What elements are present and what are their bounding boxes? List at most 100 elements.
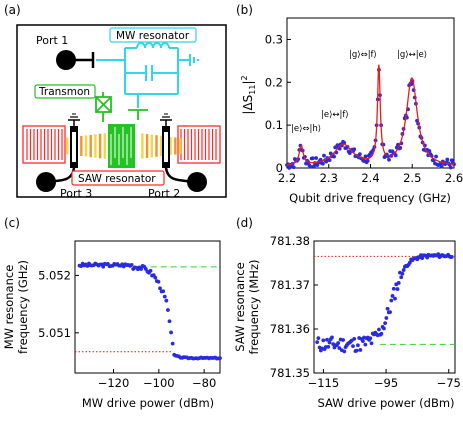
data-point (452, 162, 456, 167)
saw-resonator-label: SAW resonator (78, 173, 156, 185)
data-point (396, 281, 401, 285)
data-point (354, 348, 359, 353)
y-tick-label: 5.052 (38, 268, 71, 282)
data-point (368, 336, 373, 341)
data-point (156, 279, 161, 284)
data-point (390, 294, 395, 298)
data-point (311, 164, 316, 169)
acoustic-wave-bar (66, 137, 69, 155)
data-point (399, 275, 404, 280)
data-point (360, 339, 365, 343)
y-tick-label: 0.1 (265, 118, 283, 132)
transmon-circuit (95, 92, 148, 122)
plot-d-frame (313, 240, 456, 374)
x-tick-label: 2.6 (445, 171, 463, 185)
data-point (153, 275, 158, 280)
data-point (326, 344, 331, 349)
plot-b-frame (286, 17, 455, 169)
data-point (351, 344, 355, 348)
data-point (162, 294, 167, 299)
data-point (363, 154, 368, 159)
data-point (169, 330, 173, 335)
data-point (322, 153, 326, 158)
port2-pad (187, 172, 207, 192)
plot-c-frame (74, 240, 221, 374)
data-point (101, 264, 106, 269)
plot-d-ylabel-2: frequency (MHz) (247, 260, 261, 355)
data-point (341, 338, 345, 342)
saw-mirror-left (22, 125, 66, 164)
data-point (389, 298, 394, 303)
data-point (357, 152, 362, 157)
data-point (383, 321, 388, 326)
data-point (449, 255, 454, 259)
port3-pad (36, 172, 56, 192)
data-point (330, 335, 334, 340)
acoustic-wave-bar (178, 138, 182, 154)
data-point (391, 286, 396, 291)
x-tick-label: −115 (308, 376, 340, 390)
data-point (393, 153, 398, 158)
y-tick-label: 781.37 (270, 278, 310, 292)
data-point (407, 260, 412, 265)
data-point (400, 271, 405, 276)
acoustic-wave-bar (150, 134, 153, 158)
port1-label: Port 1 (36, 34, 68, 47)
data-point (170, 341, 175, 346)
data-point (358, 348, 363, 352)
acoustic-wave-bar (169, 136, 172, 156)
data-point (218, 356, 222, 361)
data-point (291, 165, 296, 170)
annotation-g-e: |g⟩↔|e⟩ (397, 50, 427, 60)
annotation-e-h: |e⟩⇔|h⟩ (291, 124, 321, 134)
data-point (337, 346, 342, 351)
y-tick-label: 0 (276, 161, 283, 175)
port3-label: Port 3 (60, 187, 92, 200)
data-point (336, 341, 341, 345)
data-point (379, 331, 384, 336)
y-tick-label: 781.36 (270, 322, 310, 336)
data-point (377, 327, 381, 332)
y-tick-label: 0.2 (265, 75, 283, 89)
data-point (342, 349, 347, 354)
data-point (434, 154, 438, 159)
x-tick-label: −100 (143, 376, 175, 390)
x-tick-label: 2.2 (278, 171, 296, 185)
acoustic-wave-bar (84, 135, 88, 157)
panel-a: (a) Port 1 MW resonator (4, 3, 227, 200)
data-point (308, 164, 313, 169)
annotation-e-f: |e⟩↔|f⟩ (321, 110, 349, 120)
data-point (327, 340, 332, 345)
x-tick-label: 2.5 (403, 171, 421, 185)
data-point (166, 308, 170, 312)
data-point (393, 296, 397, 301)
y-tick-label: 781.35 (270, 366, 310, 380)
panel-d-label: (d) (236, 216, 253, 230)
plot-d-xlabel: SAW drive power (dBm) (317, 396, 454, 410)
data-point (321, 338, 326, 343)
data-point (327, 158, 332, 163)
acoustic-wave-bar (98, 133, 102, 159)
acoustic-wave-bar (89, 134, 92, 158)
data-point (320, 161, 325, 166)
data-point (445, 157, 450, 162)
plot-d-ylabel-1: SAW resonance (233, 262, 247, 351)
port-idt-right (160, 113, 172, 168)
data-point (332, 154, 336, 159)
y-tick-label: 5.051 (38, 326, 71, 340)
data-point (352, 147, 357, 152)
data-point (439, 164, 444, 169)
data-point (129, 262, 134, 267)
acoustic-wave-bar (94, 134, 97, 158)
data-point (369, 341, 374, 346)
panel-a-label: (a) (4, 3, 21, 17)
mw-resonator-box (109, 27, 197, 43)
annotation-g-f: |g⟩⇔|f⟩ (349, 50, 377, 60)
acoustic-wave-bar (155, 135, 158, 157)
panel-b-label: (b) (236, 3, 253, 17)
x-tick-label: −75 (437, 376, 461, 390)
mw-resonator-label: MW resonator (116, 30, 190, 42)
data-point (384, 316, 389, 320)
acoustic-wave-bar (174, 137, 177, 155)
